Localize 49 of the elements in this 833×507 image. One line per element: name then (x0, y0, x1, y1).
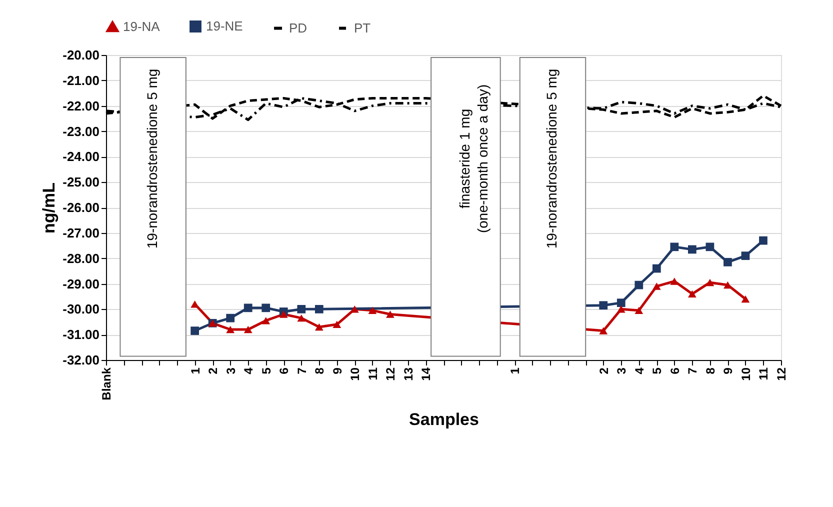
x-tick-label: 13 (401, 367, 416, 381)
x-axis-title: Samples (409, 410, 479, 430)
y-tick-label: -29.00 (62, 276, 100, 292)
y-tick-label: -22.00 (62, 98, 100, 114)
x-tick-label: 9 (330, 367, 344, 374)
legend-label: 19-NE (206, 18, 244, 34)
x-tick-label: 8 (312, 367, 327, 374)
x-tick-label: 9 (721, 367, 736, 374)
x-tick-label: 5 (650, 367, 664, 374)
x-tick-label: 11 (366, 367, 380, 380)
x-tick-label: 12 (384, 367, 398, 381)
x-tick-label: 14 (419, 367, 434, 381)
y-tick-label: -30.00 (62, 302, 100, 317)
y-tick-label: -25.00 (62, 174, 100, 190)
x-tick-label: Blank (100, 367, 114, 400)
y-tick-label: -21.00 (62, 72, 100, 88)
y-tick-label: -20.00 (62, 48, 100, 62)
x-tick-label: 2 (596, 367, 611, 374)
y-axis-title: ng/mL (40, 182, 59, 234)
x-tick-label: 1 (188, 367, 202, 374)
y-tick-label: -24.00 (62, 149, 100, 164)
x-tick-label: 12 (774, 367, 788, 381)
x-tick-label: 6 (668, 367, 682, 374)
x-tick-label: 7 (686, 367, 700, 374)
x-tick-label: 2 (206, 367, 220, 374)
y-tick-label: -28.00 (62, 250, 100, 266)
legend-label: PD (289, 20, 308, 36)
x-tick-label: 10 (348, 367, 362, 381)
y-tick-label: -26.00 (62, 200, 100, 215)
x-tick-label: 8 (703, 367, 718, 374)
x-tick-label: 6 (277, 367, 292, 374)
x-tick-label: 7 (294, 367, 309, 374)
x-tick-label: 1 (508, 367, 522, 374)
x-tick-label: 4 (242, 367, 256, 374)
x-tick-label: 10 (738, 367, 753, 381)
y-tick-label: -27.00 (62, 225, 100, 240)
x-tick-label: 5 (259, 367, 274, 374)
legend-label: PT (354, 20, 371, 36)
y-tick-label: -31.00 (62, 327, 100, 342)
y-tick-label: -23.00 (62, 124, 100, 139)
x-tick-label: 3 (614, 367, 629, 374)
x-tick-label: 3 (224, 367, 238, 374)
annotation: 19-norandrostenedione 5 mg (144, 68, 160, 249)
annotation: 19-norandrostenedione 5 mg (544, 68, 560, 249)
x-tick-label: 4 (632, 367, 646, 374)
annotation: finasteride 1 mg (one-month once a day) (456, 84, 491, 234)
legend-label: 19-NA (123, 18, 160, 34)
y-tick-label: -32.00 (62, 352, 100, 368)
x-tick-label: 11 (756, 367, 771, 380)
